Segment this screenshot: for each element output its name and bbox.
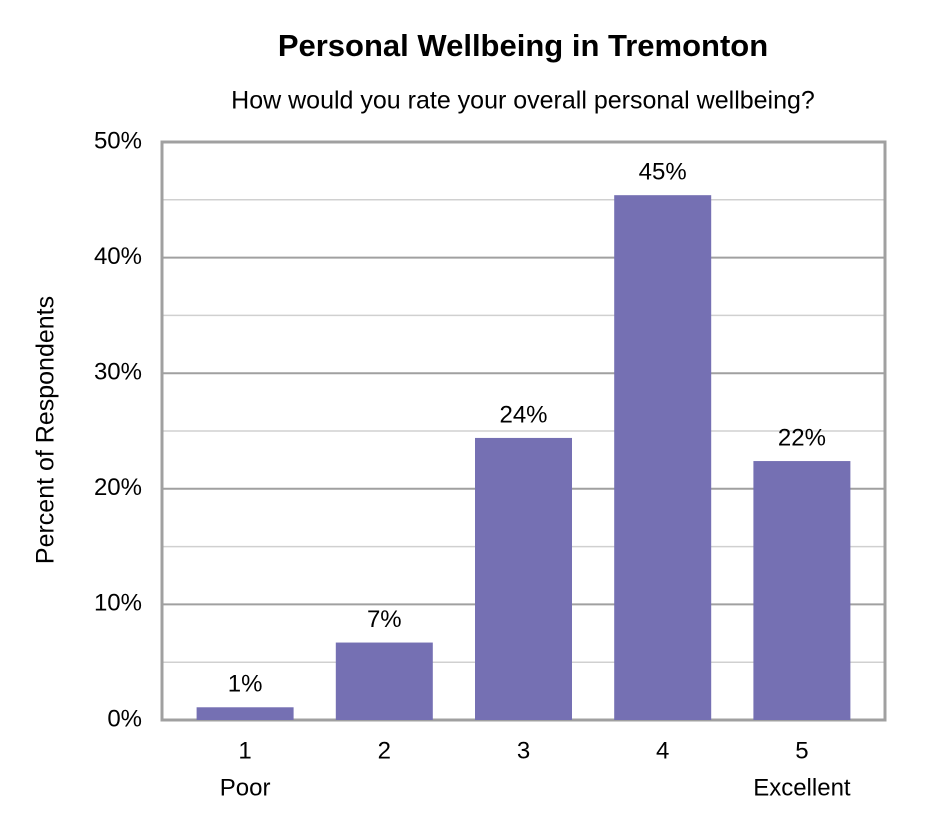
y-tick-label: 30% bbox=[94, 359, 142, 386]
data-label: 1% bbox=[228, 671, 263, 698]
x-tick-label: 1 bbox=[238, 737, 251, 764]
x-tick-label: 5 bbox=[795, 737, 808, 764]
y-tick-label: 10% bbox=[94, 590, 142, 617]
y-axis-label: Percent of Respondents bbox=[32, 296, 60, 564]
data-label: 7% bbox=[367, 606, 402, 633]
data-label: 45% bbox=[639, 159, 687, 186]
chart-title: Personal Wellbeing in Tremonton bbox=[278, 28, 768, 63]
x-tick-sublabel: Excellent bbox=[753, 774, 851, 801]
x-tick-label: 3 bbox=[517, 737, 530, 764]
y-tick-label: 50% bbox=[94, 127, 142, 154]
bar bbox=[614, 195, 712, 720]
y-tick-label: 40% bbox=[94, 243, 142, 270]
y-tick-label: 20% bbox=[94, 474, 142, 501]
bar bbox=[196, 707, 294, 720]
bar bbox=[753, 461, 851, 720]
bar bbox=[335, 642, 433, 720]
y-tick-label: 0% bbox=[107, 705, 142, 732]
data-label: 22% bbox=[778, 424, 826, 451]
x-tick-label: 2 bbox=[378, 737, 391, 764]
data-label: 24% bbox=[499, 401, 547, 428]
x-tick-label: 4 bbox=[656, 737, 669, 764]
chart-subtitle: How would you rate your overall personal… bbox=[231, 87, 815, 115]
x-tick-sublabel: Poor bbox=[220, 774, 271, 801]
bar bbox=[475, 437, 572, 720]
